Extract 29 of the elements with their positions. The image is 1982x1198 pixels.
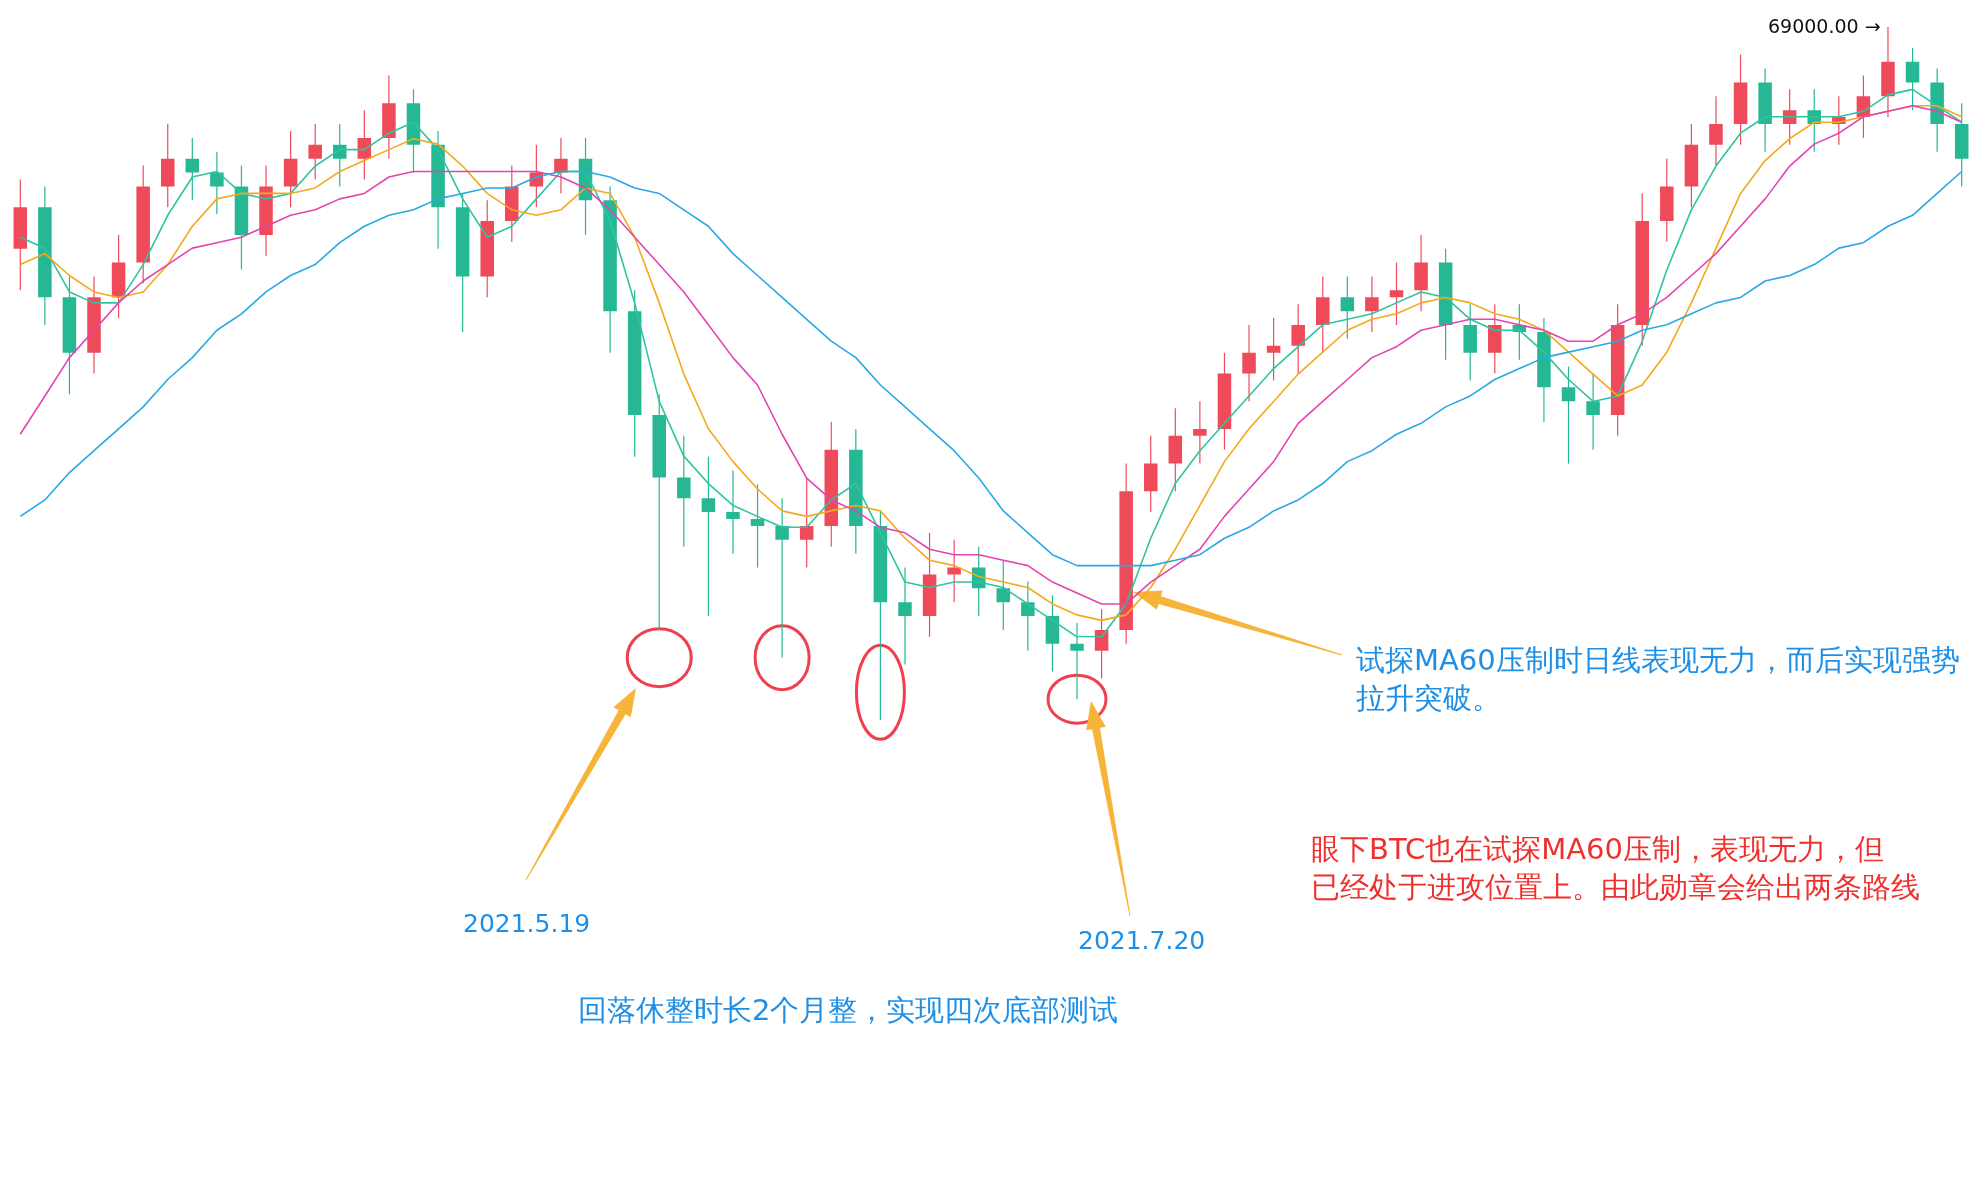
candlestick xyxy=(1365,275,1379,333)
candlestick xyxy=(1709,95,1723,167)
text: 2021.5.19 xyxy=(463,908,591,938)
candlestick xyxy=(726,469,740,555)
candlestick xyxy=(1586,372,1600,451)
candlestick xyxy=(1242,324,1256,402)
candlestick xyxy=(308,123,322,181)
candlestick xyxy=(210,151,224,215)
candlestick xyxy=(677,435,691,548)
candlestick xyxy=(554,137,568,194)
candlestick xyxy=(1340,275,1355,340)
candlestick xyxy=(1291,303,1305,375)
candlestick xyxy=(1266,317,1281,382)
candlestick xyxy=(1561,365,1576,465)
candlestick xyxy=(750,483,765,569)
annotation: 69000.00 → xyxy=(1768,15,1881,37)
text: 回落休整时长2个月整，实现四次底部测试 xyxy=(578,993,1119,1027)
text: 眼下BTC也在试探MA60压制，表现无力，但 xyxy=(1311,832,1884,866)
candlestick xyxy=(701,456,716,617)
candlestick xyxy=(333,123,347,187)
candlestick xyxy=(996,560,1011,631)
text: 2021.7.20 xyxy=(1078,925,1206,955)
candlestick xyxy=(185,137,200,201)
text: 已经处于进攻位置上。由此勋章会给出两条路线 xyxy=(1311,870,1920,904)
annotation: 试探MA60压制时日线表现无力，而后实现强势 xyxy=(1356,643,1960,677)
annotation: 拉升突破。 xyxy=(1356,681,1501,715)
candlestick xyxy=(1193,400,1207,465)
candlestick xyxy=(1389,262,1404,326)
candlestick xyxy=(799,476,814,569)
